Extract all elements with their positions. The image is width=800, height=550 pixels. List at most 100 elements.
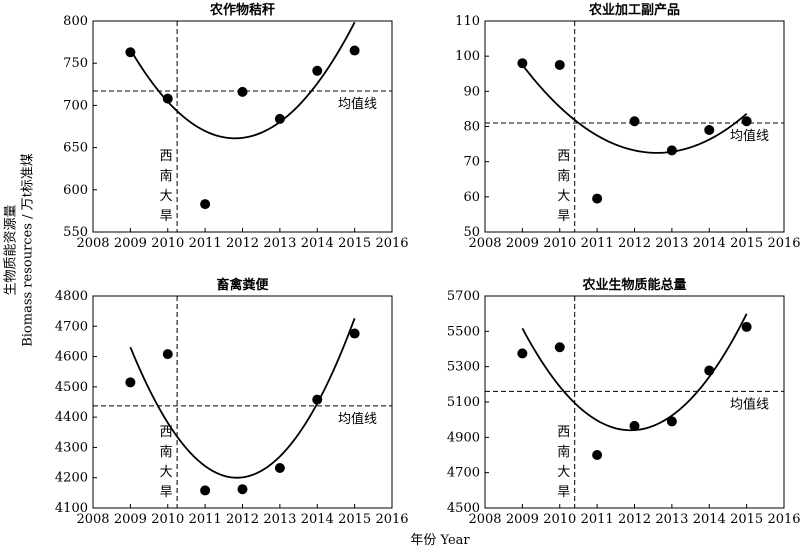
x-tick-label: 2015 bbox=[730, 512, 763, 527]
data-point bbox=[162, 93, 173, 104]
y-tick-label: 4200 bbox=[55, 471, 88, 486]
y-tick-label: 800 bbox=[63, 14, 88, 29]
drought-label-char: 旱 bbox=[557, 209, 570, 224]
drought-label-char: 旱 bbox=[160, 209, 173, 224]
panel-title: 农作物秸秆 bbox=[209, 2, 275, 18]
panel-title: 农业加工副产品 bbox=[588, 2, 680, 18]
y-tick-label: 5100 bbox=[447, 395, 480, 410]
y-tick-label: 110 bbox=[455, 14, 480, 29]
y-tick-label: 5300 bbox=[447, 360, 480, 375]
chart-panel-2: 农业加工副产品 2008 2009 2010 2011 2012 2013 2014 2015 2… bbox=[455, 2, 800, 251]
y-tick-label: 550 bbox=[63, 225, 88, 240]
x-tick-label: 2009 bbox=[114, 512, 147, 527]
data-point bbox=[200, 485, 211, 496]
data-point bbox=[741, 321, 752, 332]
x-tick-label: 2016 bbox=[375, 512, 408, 527]
fit-curve bbox=[129, 21, 356, 140]
drought-label-char: 南 bbox=[557, 444, 570, 460]
data-point bbox=[704, 365, 715, 376]
y-tick-label: 5700 bbox=[447, 289, 480, 304]
drought-label-char: 大 bbox=[557, 189, 570, 204]
x-tick-label: 2009 bbox=[506, 512, 539, 527]
drought-label-char: 西 bbox=[557, 149, 570, 164]
y-tick-label: 4700 bbox=[447, 466, 480, 481]
drought-label-char: 南 bbox=[160, 444, 173, 460]
x-tick-label: 2012 bbox=[226, 512, 259, 527]
y-tick-label: 5500 bbox=[447, 324, 480, 339]
x-tick-label: 2013 bbox=[263, 512, 296, 527]
y-tick-label: 4400 bbox=[55, 410, 88, 425]
x-tick-label: 2013 bbox=[655, 512, 688, 527]
mean-line-label: 均值线 bbox=[730, 396, 769, 412]
x-tick-label: 2010 bbox=[151, 236, 184, 251]
data-point bbox=[517, 348, 528, 359]
panels: 农作物秸秆 2008 2009 2010 2011 2012 2013 2014 2015 201… bbox=[55, 2, 800, 527]
x-tick-label: 2014 bbox=[301, 236, 334, 251]
mean-line-label: 均值线 bbox=[338, 96, 377, 112]
x-tick-label: 2014 bbox=[693, 512, 726, 527]
x-tick-label: 2008 bbox=[468, 236, 501, 251]
data-point bbox=[312, 65, 323, 76]
x-tick-label: 2015 bbox=[338, 512, 371, 527]
data-point bbox=[741, 116, 752, 127]
x-tick-label: 2013 bbox=[655, 236, 688, 251]
y-tick-label: 50 bbox=[463, 225, 480, 240]
drought-label-char: 大 bbox=[557, 465, 570, 480]
data-point bbox=[125, 47, 136, 58]
x-tick-label: 2012 bbox=[618, 512, 651, 527]
drought-label-char: 旱 bbox=[557, 485, 570, 500]
y-tick-label: 90 bbox=[463, 84, 480, 99]
data-point bbox=[629, 116, 640, 127]
panel-title: 畜禽粪便 bbox=[216, 277, 269, 293]
x-tick-label: 2010 bbox=[543, 512, 576, 527]
x-tick-label: 2013 bbox=[263, 236, 296, 251]
drought-label-char: 南 bbox=[160, 168, 173, 184]
data-point bbox=[237, 86, 248, 97]
x-axis-title: 年份 Year bbox=[410, 533, 470, 548]
x-tick-label: 2014 bbox=[693, 236, 726, 251]
y-tick-label: 700 bbox=[63, 98, 88, 113]
x-tick-label: 2008 bbox=[76, 236, 109, 251]
drought-label-char: 西 bbox=[557, 425, 570, 440]
y-tick-label: 4500 bbox=[55, 380, 88, 395]
x-tick-label: 2012 bbox=[618, 236, 651, 251]
data-point bbox=[666, 145, 677, 156]
mean-line-label: 均值线 bbox=[730, 128, 769, 144]
y-tick-label: 100 bbox=[455, 49, 480, 64]
drought-label-char: 南 bbox=[557, 168, 570, 184]
chart-panel-3: 畜禽粪便 2008 2009 2010 2011 2012 2013 2014 2015 2016… bbox=[55, 277, 409, 527]
data-point bbox=[554, 59, 565, 70]
mean-line-label: 均值线 bbox=[338, 411, 377, 427]
x-tick-label: 2012 bbox=[226, 236, 259, 251]
plot-frame bbox=[92, 295, 393, 509]
x-tick-label: 2009 bbox=[506, 236, 539, 251]
x-tick-label: 2016 bbox=[767, 512, 800, 527]
y-tick-label: 4600 bbox=[55, 350, 88, 365]
drought-label-char: 大 bbox=[160, 189, 173, 204]
y-tick-label: 70 bbox=[463, 155, 480, 170]
y-tick-label: 4800 bbox=[55, 289, 88, 304]
y-tick-label: 80 bbox=[463, 120, 480, 135]
x-tick-label: 2010 bbox=[151, 512, 184, 527]
data-point bbox=[349, 328, 360, 339]
x-tick-label: 2011 bbox=[189, 512, 222, 527]
drought-label-char: 西 bbox=[160, 149, 173, 164]
x-tick-label: 2008 bbox=[76, 512, 109, 527]
y-tick-label: 4900 bbox=[447, 430, 480, 445]
chart-panel-1: 农作物秸秆 2008 2009 2010 2011 2012 2013 2014 2015 201… bbox=[63, 2, 408, 251]
data-point bbox=[592, 193, 603, 204]
plot-frame bbox=[92, 20, 393, 233]
data-point bbox=[200, 199, 211, 210]
y-tick-label: 4100 bbox=[55, 501, 88, 516]
panel-title: 农业生物质能总量 bbox=[581, 277, 686, 293]
data-point bbox=[666, 416, 677, 427]
data-point bbox=[629, 420, 640, 431]
data-point bbox=[312, 394, 323, 405]
y-tick-label: 4300 bbox=[55, 440, 88, 455]
drought-label-char: 大 bbox=[160, 465, 173, 480]
data-point bbox=[704, 125, 715, 136]
x-tick-label: 2014 bbox=[301, 512, 334, 527]
data-point bbox=[554, 342, 565, 353]
data-point bbox=[592, 450, 603, 460]
